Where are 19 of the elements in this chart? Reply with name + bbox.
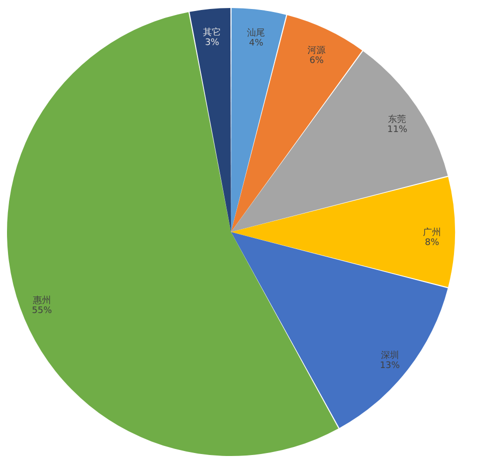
slice-label: 广州: [423, 227, 441, 238]
slice-label: 汕尾: [247, 28, 266, 39]
slice-label: 东莞: [388, 114, 406, 126]
pie-slice: [231, 176, 455, 288]
data-label: 4%: [249, 38, 264, 49]
data-label: 13%: [380, 361, 400, 372]
slice-label: 深圳: [380, 350, 399, 362]
data-label: 8%: [424, 238, 440, 248]
data-label: 3%: [204, 38, 220, 48]
pie-slice: [190, 8, 231, 232]
slice-label: 惠州: [32, 295, 51, 306]
data-label: 55%: [32, 306, 52, 316]
pie-slice: [231, 8, 286, 232]
slice-label: 河源: [308, 45, 326, 56]
pie-slice: [7, 12, 338, 456]
pie-slice: [231, 15, 362, 232]
data-label: 6%: [309, 56, 324, 66]
slice-label: 其它: [203, 26, 222, 38]
data-label: 11%: [387, 125, 408, 136]
